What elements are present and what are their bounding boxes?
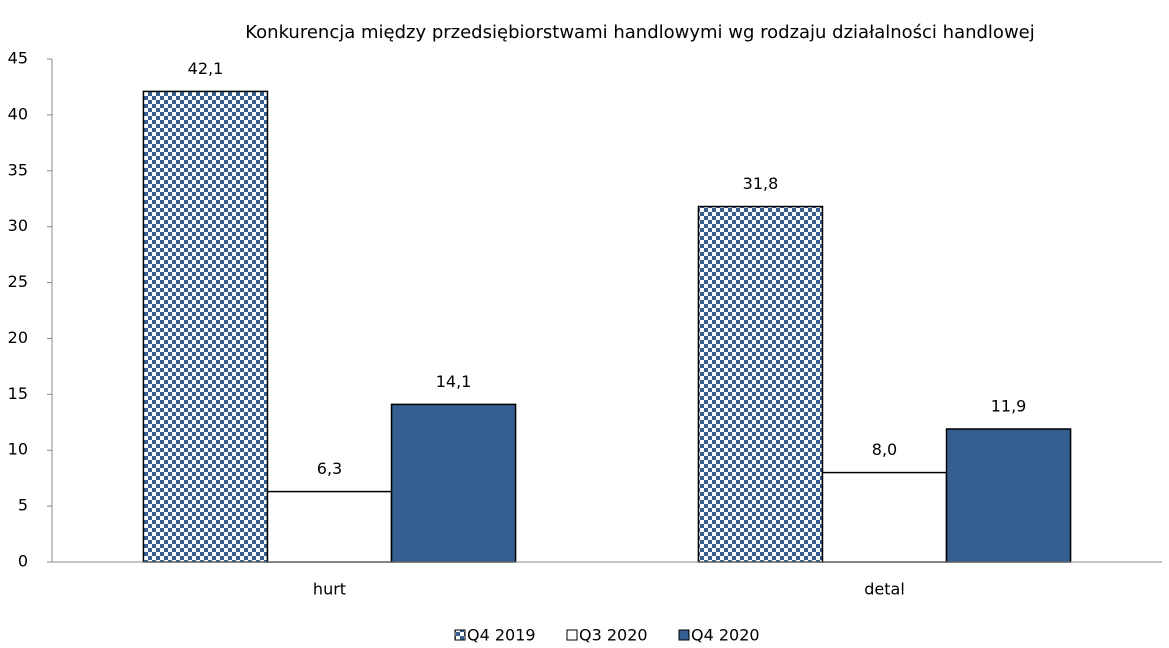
y-tick-label: 35 bbox=[8, 160, 28, 179]
data-label: 14,1 bbox=[436, 372, 472, 391]
bar bbox=[266, 490, 393, 563]
x-tick-label: hurt bbox=[313, 580, 346, 599]
y-tick-label: 30 bbox=[8, 216, 28, 235]
bar bbox=[390, 403, 517, 563]
y-tick-label: 15 bbox=[8, 384, 28, 403]
legend-swatch bbox=[566, 629, 578, 641]
data-label: 6,3 bbox=[317, 459, 342, 478]
y-tick-label: 0 bbox=[18, 552, 28, 571]
legend-swatch bbox=[454, 629, 466, 641]
data-label: 8,0 bbox=[872, 440, 897, 459]
bar bbox=[142, 90, 269, 563]
data-label: 42,1 bbox=[188, 59, 224, 78]
legend-label: Q4 2019 bbox=[467, 626, 536, 645]
data-label: 11,9 bbox=[991, 396, 1027, 415]
legend-label: Q3 2020 bbox=[579, 626, 648, 645]
bar bbox=[945, 428, 1072, 563]
data-label: 31,8 bbox=[743, 174, 779, 193]
y-tick-label: 40 bbox=[8, 104, 28, 123]
chart-title: Konkurencja między przedsiębiorstwami ha… bbox=[245, 22, 1035, 43]
y-tick-label: 5 bbox=[18, 496, 28, 515]
x-tick-label: detal bbox=[864, 580, 905, 599]
legend-label: Q4 2020 bbox=[691, 626, 760, 645]
bar bbox=[821, 471, 948, 563]
bar bbox=[697, 205, 824, 563]
legend-swatch bbox=[678, 629, 690, 641]
y-tick-label: 45 bbox=[8, 49, 28, 68]
y-tick-label: 10 bbox=[8, 440, 28, 459]
y-tick-label: 20 bbox=[8, 328, 28, 347]
y-tick-label: 25 bbox=[8, 272, 28, 291]
